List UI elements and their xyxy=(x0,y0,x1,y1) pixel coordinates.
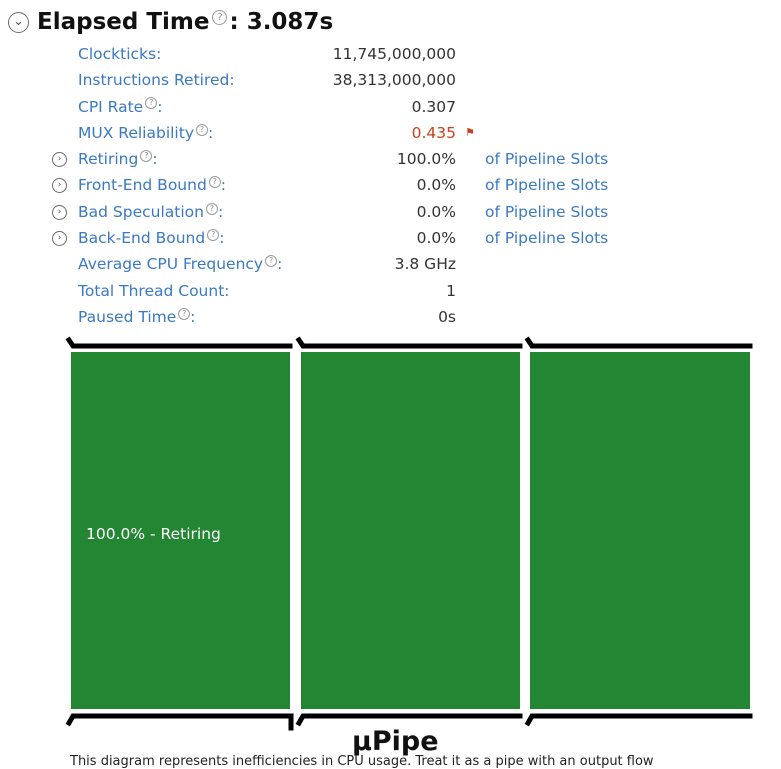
expand-chevron-icon[interactable]: › xyxy=(52,178,67,194)
help-icon[interactable]: ? xyxy=(178,307,191,320)
metric-label[interactable]: Clockticks: xyxy=(78,41,161,67)
metric-row: › Retiring?: 100.0% of Pipeline Slots xyxy=(0,146,781,172)
metric-unit-link[interactable]: of Pipeline Slots xyxy=(485,202,609,221)
metric-value: 1 xyxy=(446,281,456,300)
metric-label[interactable]: CPI Rate?: xyxy=(78,94,162,120)
metric-unit-link[interactable]: of Pipeline Slots xyxy=(485,150,609,169)
elapsed-time-title: Elapsed Time?: 3.087s xyxy=(37,9,333,35)
upipe-svg xyxy=(65,336,753,731)
metric-label-text: Instructions Retired xyxy=(78,71,230,90)
upipe-title: µPipe xyxy=(352,726,439,757)
metric-value: 0.307 xyxy=(411,97,456,116)
metric-row: Total Thread Count: 1 xyxy=(0,278,781,304)
metric-row: Instructions Retired: 38,313,000,000 xyxy=(0,67,781,93)
pipe-bottom-bracket-3 xyxy=(524,713,753,727)
metric-label[interactable]: Average CPU Frequency?: xyxy=(78,251,282,277)
metric-label-text: Back-End Bound xyxy=(78,229,206,248)
metric-label[interactable]: Total Thread Count: xyxy=(78,278,230,304)
metric-row: › Front-End Bound?: 0.0% of Pipeline Slots xyxy=(0,172,781,198)
metric-value: 0s xyxy=(438,307,456,326)
help-icon[interactable]: ? xyxy=(145,97,158,110)
metric-label-text: CPI Rate xyxy=(78,97,144,116)
metric-label[interactable]: Front-End Bound?: xyxy=(78,172,226,198)
metric-row: › Back-End Bound?: 0.0% of Pipeline Slots xyxy=(0,225,781,251)
metric-label-text: Average CPU Frequency xyxy=(78,255,264,274)
elapsed-time-label: Elapsed Time xyxy=(37,9,210,35)
label-colon: : xyxy=(217,202,224,221)
help-icon[interactable]: ? xyxy=(207,228,220,241)
metric-label[interactable]: Bad Speculation?: xyxy=(78,199,223,225)
collapse-chevron-icon[interactable]: ⌄ xyxy=(8,11,29,33)
metric-value: 3.8 GHz xyxy=(394,255,456,274)
label-colon: : xyxy=(157,97,163,116)
metric-label-text: Paused Time xyxy=(78,307,177,326)
retiring-bar-1 xyxy=(71,352,290,709)
metric-row: MUX Reliability?: 0.435 ⚑ xyxy=(0,120,781,146)
retiring-bar-3 xyxy=(530,352,750,709)
metric-value: 0.0% xyxy=(416,176,456,195)
elapsed-time-header: ⌄ Elapsed Time?: 3.087s xyxy=(8,6,333,38)
warning-flag-icon[interactable]: ⚑ xyxy=(465,125,475,139)
metric-label-text: Clockticks xyxy=(78,45,157,63)
help-icon[interactable]: ? xyxy=(265,255,278,268)
metric-label[interactable]: Instructions Retired: xyxy=(78,67,235,93)
metric-label[interactable]: Back-End Bound?: xyxy=(78,225,224,251)
pipe-top-bracket-1 xyxy=(65,336,293,349)
label-colon: : xyxy=(224,281,230,300)
metric-label-text: Total Thread Count xyxy=(78,281,225,300)
metric-unit-link[interactable]: of Pipeline Slots xyxy=(485,229,609,248)
pipe-bars xyxy=(71,352,750,709)
help-icon[interactable]: ? xyxy=(205,202,218,215)
expand-chevron-icon[interactable]: › xyxy=(52,204,67,220)
pipe-bottom-bracket-2 xyxy=(295,713,523,727)
metric-label[interactable]: Paused Time?: xyxy=(78,304,196,330)
label-colon: : xyxy=(277,255,283,274)
help-icon[interactable]: ? xyxy=(208,176,221,189)
diagram-description: This diagram represents inefficiencies i… xyxy=(70,754,654,769)
help-icon[interactable]: ? xyxy=(140,150,153,163)
expand-chevron-icon[interactable]: › xyxy=(52,231,67,247)
metric-value: 100.0% xyxy=(396,150,456,169)
label-colon: : xyxy=(208,123,214,142)
metric-value: 0.435 xyxy=(411,123,456,142)
metric-unit-link[interactable]: of Pipeline Slots xyxy=(485,176,609,195)
metric-row: › Bad Speculation?: 0.0% of Pipeline Slots xyxy=(0,199,781,225)
metric-row: Paused Time?: 0s xyxy=(0,304,781,330)
metric-value: 0.0% xyxy=(416,202,456,221)
metric-label[interactable]: MUX Reliability?: xyxy=(78,120,213,146)
upipe-diagram: 100.0% - Retiring µPipe xyxy=(0,328,781,758)
label-colon: : xyxy=(220,176,227,195)
elapsed-time-value: : 3.087s xyxy=(229,9,334,35)
metric-value: 38,313,000,000 xyxy=(332,71,456,90)
expand-chevron-icon[interactable]: › xyxy=(52,152,67,168)
metric-value: 11,745,000,000 xyxy=(332,45,456,63)
retiring-bar-label: 100.0% - Retiring xyxy=(86,525,221,543)
metric-label[interactable]: Retiring?: xyxy=(78,146,158,172)
help-icon[interactable]: ? xyxy=(196,123,208,136)
metrics-list: Clockticks: 11,745,000,000 Instructions Re… xyxy=(0,41,781,330)
pipe-top-bracket-2 xyxy=(295,336,523,349)
pipe-top-brackets xyxy=(65,336,753,349)
help-icon[interactable]: ? xyxy=(212,10,228,26)
metric-row: Average CPU Frequency?: 3.8 GHz xyxy=(0,251,781,277)
label-colon: : xyxy=(152,150,158,169)
label-colon: : xyxy=(190,307,196,326)
metric-label-text: MUX Reliability xyxy=(78,123,194,142)
label-colon: : xyxy=(229,71,235,90)
pipe-top-bracket-3 xyxy=(524,336,753,349)
label-colon: : xyxy=(219,229,225,248)
metric-row: Clockticks: 11,745,000,000 xyxy=(0,41,781,67)
metric-label-text: Retiring xyxy=(78,150,139,169)
metric-value: 0.0% xyxy=(416,229,456,248)
pipe-bottom-bracket-1 xyxy=(65,713,293,727)
metric-row: CPI Rate?: 0.307 xyxy=(0,94,781,120)
metric-label-text: Front-End Bound xyxy=(78,176,207,195)
pipe-bottom-brackets xyxy=(65,713,753,731)
metric-label-text: Bad Speculation xyxy=(78,202,204,221)
retiring-bar-2 xyxy=(301,352,520,709)
label-colon: : xyxy=(156,45,162,63)
